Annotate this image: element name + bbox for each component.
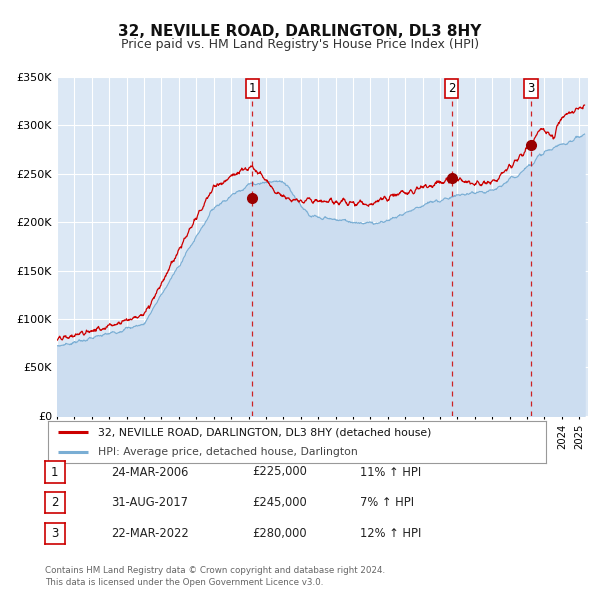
Text: Contains HM Land Registry data © Crown copyright and database right 2024.
This d: Contains HM Land Registry data © Crown c… (45, 566, 385, 587)
Text: 24-MAR-2006: 24-MAR-2006 (111, 466, 188, 478)
Text: 1: 1 (248, 82, 256, 95)
Text: HPI: Average price, detached house, Darlington: HPI: Average price, detached house, Darl… (98, 447, 358, 457)
Text: 32, NEVILLE ROAD, DARLINGTON, DL3 8HY (detached house): 32, NEVILLE ROAD, DARLINGTON, DL3 8HY (d… (98, 427, 431, 437)
Text: 11% ↑ HPI: 11% ↑ HPI (360, 466, 421, 478)
Text: £245,000: £245,000 (252, 496, 307, 509)
Text: £280,000: £280,000 (252, 527, 307, 540)
Text: 32, NEVILLE ROAD, DARLINGTON, DL3 8HY: 32, NEVILLE ROAD, DARLINGTON, DL3 8HY (118, 24, 482, 38)
Text: 22-MAR-2022: 22-MAR-2022 (111, 527, 189, 540)
Text: Price paid vs. HM Land Registry's House Price Index (HPI): Price paid vs. HM Land Registry's House … (121, 38, 479, 51)
Text: 7% ↑ HPI: 7% ↑ HPI (360, 496, 414, 509)
Text: 31-AUG-2017: 31-AUG-2017 (111, 496, 188, 509)
Text: 3: 3 (527, 82, 535, 95)
Text: 1: 1 (51, 466, 59, 478)
Text: £225,000: £225,000 (252, 466, 307, 478)
Text: 2: 2 (51, 496, 59, 509)
Text: 2: 2 (448, 82, 455, 95)
Text: 3: 3 (51, 527, 59, 540)
Text: 12% ↑ HPI: 12% ↑ HPI (360, 527, 421, 540)
